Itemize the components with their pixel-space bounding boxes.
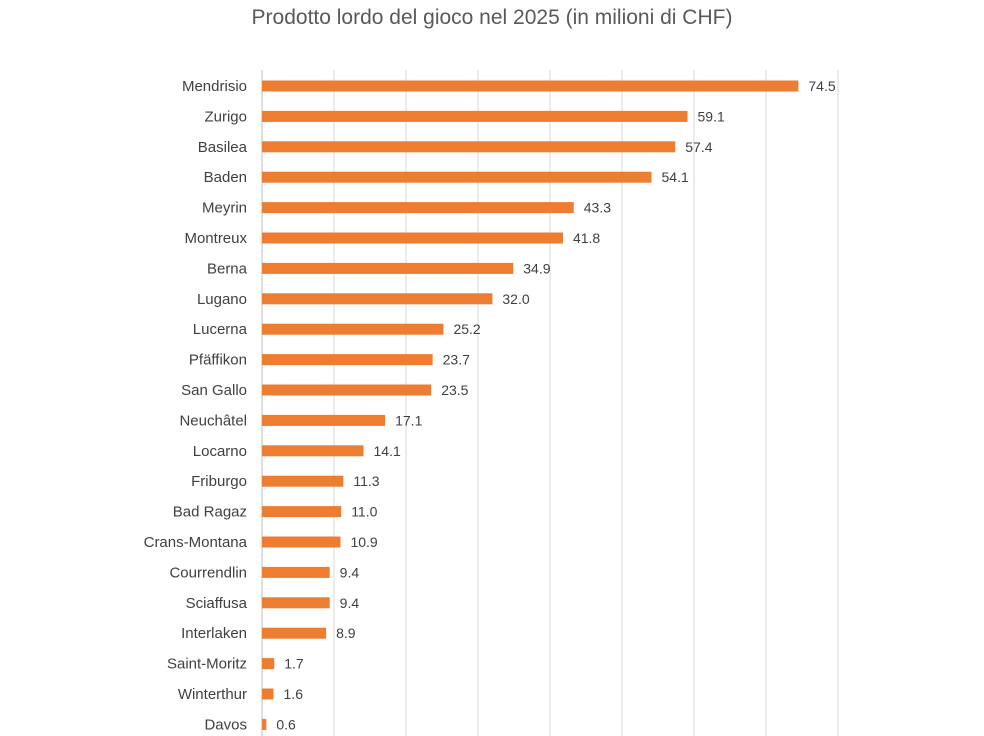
value-label: 1.7 (284, 656, 304, 672)
bar (262, 475, 344, 487)
bar (262, 354, 433, 366)
value-label: 74.5 (808, 78, 835, 94)
category-label: Montreux (184, 230, 247, 247)
category-label: Bad Ragaz (173, 504, 247, 521)
category-label: Berna (207, 260, 248, 277)
bar (262, 232, 563, 244)
bar (262, 384, 432, 396)
value-label: 43.3 (584, 200, 611, 216)
bar (262, 202, 574, 214)
bars (262, 80, 799, 730)
value-label: 1.6 (284, 686, 304, 702)
category-label: Neuchâtel (179, 412, 247, 429)
bar (262, 141, 676, 153)
category-label: Crans-Montana (144, 534, 248, 551)
value-labels: 74.5 59.1 57.4 54.1 43.3 41.8 34.9 32.0 25.2 23.7… (276, 78, 836, 732)
value-label: 14.1 (374, 443, 401, 459)
bar (262, 110, 688, 122)
value-label: 41.8 (573, 230, 600, 246)
bar (262, 80, 799, 92)
category-label: Lucerna (193, 321, 248, 338)
category-label: Courrendlin (169, 564, 247, 581)
value-label: 23.7 (443, 352, 470, 368)
bar (262, 414, 386, 426)
value-label: 11.0 (351, 504, 377, 520)
category-label: Sciaffusa (186, 595, 248, 612)
category-labels: Mendrisio Zurigo Basilea Baden Meyrin Montreu… (144, 78, 248, 733)
bar (262, 566, 330, 578)
gridlines (261, 70, 839, 736)
value-label: 57.4 (685, 139, 712, 155)
value-label: 11.3 (353, 473, 379, 489)
value-label: 0.6 (276, 716, 296, 732)
value-label: 10.9 (350, 534, 377, 550)
value-label: 25.2 (453, 321, 480, 337)
category-label: Baden (204, 169, 247, 186)
value-label: 54.1 (662, 169, 689, 185)
category-label: Saint-Moritz (167, 656, 247, 673)
category-label: Davos (204, 716, 247, 733)
category-label: Interlaken (181, 625, 247, 642)
bar (262, 506, 342, 518)
category-label: Basilea (198, 139, 248, 156)
value-label: 8.9 (336, 625, 356, 641)
bar (262, 171, 652, 183)
bar (262, 293, 493, 305)
bar (262, 658, 275, 670)
bar (262, 688, 274, 700)
bar (262, 262, 514, 274)
category-label: Meyrin (202, 200, 247, 217)
bar (262, 627, 327, 639)
category-label: Locarno (193, 443, 247, 460)
category-label: Mendrisio (182, 78, 247, 95)
bar (262, 536, 341, 548)
category-label: Friburgo (191, 473, 247, 490)
bar (262, 323, 444, 335)
bar (262, 597, 330, 609)
bar (262, 718, 267, 730)
value-label: 59.1 (698, 108, 725, 124)
value-label: 23.5 (441, 382, 468, 398)
category-label: Pfäffikon (189, 352, 247, 369)
category-label: San Gallo (181, 382, 247, 399)
value-label: 32.0 (502, 291, 529, 307)
value-label: 9.4 (340, 564, 360, 580)
category-label: Zurigo (204, 108, 247, 125)
category-label: Winterthur (178, 686, 247, 703)
category-label: Lugano (197, 291, 247, 308)
value-label: 17.1 (395, 412, 422, 428)
value-label: 34.9 (523, 260, 550, 276)
value-label: 9.4 (340, 595, 360, 611)
chart-title: Prodotto lordo del gioco nel 2025 (in mi… (251, 6, 733, 29)
bar (262, 445, 364, 457)
